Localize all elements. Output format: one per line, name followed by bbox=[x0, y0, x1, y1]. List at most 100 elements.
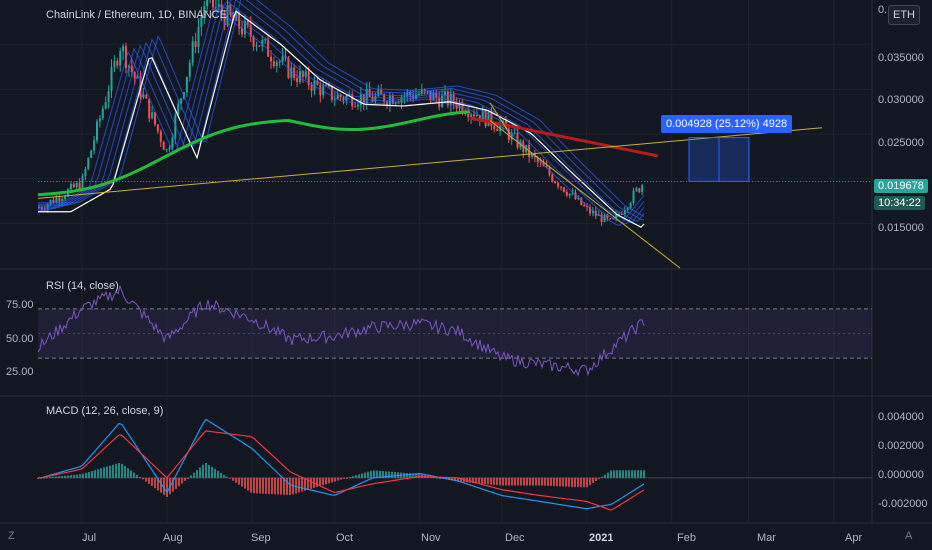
candles bbox=[38, 0, 644, 226]
macd-histogram-bar bbox=[514, 477, 516, 486]
candle-body bbox=[496, 129, 499, 132]
candle-body bbox=[200, 16, 203, 28]
trendline bbox=[489, 120, 681, 269]
candle-body bbox=[165, 149, 168, 151]
candle-body bbox=[151, 112, 154, 119]
price-tick: 0.025000 bbox=[878, 137, 924, 149]
macd-histogram-bar bbox=[232, 477, 234, 481]
macd-histogram-bar bbox=[52, 476, 54, 478]
trendline bbox=[37, 127, 823, 199]
candle-body bbox=[580, 197, 583, 205]
macd-histogram-bar bbox=[181, 477, 183, 484]
macd-histogram-bar bbox=[541, 477, 543, 486]
candle-body bbox=[330, 86, 333, 100]
macd-histogram-bar bbox=[328, 477, 330, 484]
macd-histogram-bar bbox=[496, 477, 498, 486]
ma-white-line bbox=[38, 10, 645, 228]
candle-body bbox=[252, 36, 255, 47]
macd-histogram-bar bbox=[157, 477, 159, 491]
candle-body bbox=[623, 210, 626, 215]
macd-histogram-bar bbox=[571, 477, 573, 487]
candle-body bbox=[177, 103, 180, 115]
candle-body bbox=[206, 0, 209, 7]
candle-body bbox=[342, 97, 345, 101]
macd-histogram-bar bbox=[412, 473, 414, 478]
macd-histogram-bar bbox=[223, 474, 225, 478]
candle-body bbox=[154, 112, 156, 125]
candle-body bbox=[441, 95, 444, 108]
macd-histogram-bar bbox=[631, 470, 633, 478]
candle-body bbox=[185, 76, 188, 93]
zoom-corner-button[interactable]: Z bbox=[8, 530, 15, 542]
macd-histogram-bar bbox=[319, 477, 321, 487]
candle-body bbox=[130, 65, 133, 72]
time-tick: Jul bbox=[82, 532, 97, 544]
candle-body bbox=[261, 40, 264, 47]
candle-body bbox=[589, 207, 591, 214]
macd-histogram-bar bbox=[439, 477, 441, 479]
candle-body bbox=[316, 80, 319, 85]
candle-body bbox=[397, 102, 400, 104]
macd-histogram-bar bbox=[217, 470, 219, 478]
macd-histogram-bar bbox=[277, 477, 279, 495]
macd-histogram-bar bbox=[547, 477, 549, 486]
rsi-title[interactable]: RSI (14, close) bbox=[46, 280, 119, 292]
macd-histogram-bar bbox=[118, 462, 120, 478]
macd-histogram-bar bbox=[604, 474, 606, 478]
macd-histogram-bar bbox=[565, 477, 567, 487]
macd-histogram-bar bbox=[238, 477, 240, 485]
macd-histogram-bar bbox=[559, 477, 561, 487]
currency-toggle[interactable]: ETH bbox=[888, 5, 920, 25]
macd-histogram-bar bbox=[256, 477, 258, 494]
macd-histogram-bar bbox=[283, 477, 285, 495]
candle-body bbox=[249, 25, 252, 37]
candle-body bbox=[226, 5, 229, 26]
macd-histogram-bar bbox=[316, 477, 318, 487]
macd-histogram-bar bbox=[82, 473, 84, 478]
candle-body bbox=[449, 93, 452, 106]
auto-scale-button[interactable]: A bbox=[905, 530, 913, 542]
macd-title[interactable]: MACD (12, 26, close, 9) bbox=[46, 405, 164, 417]
macd-histogram-bar bbox=[550, 477, 552, 486]
macd-histogram-bar bbox=[61, 475, 63, 478]
candle-body bbox=[638, 188, 641, 193]
candle-body bbox=[307, 71, 310, 86]
macd-histogram-bar bbox=[187, 477, 189, 479]
candle-body bbox=[52, 199, 55, 203]
macd-histogram-bar bbox=[304, 477, 306, 491]
candle-body bbox=[562, 187, 565, 192]
measure-tooltip[interactable]: 0.004928 (25.12%) 4928 bbox=[661, 115, 793, 133]
candle-body bbox=[635, 188, 638, 191]
candle-body bbox=[473, 114, 475, 117]
macd-histogram-bar bbox=[490, 477, 492, 485]
macd-histogram-bar bbox=[349, 477, 351, 479]
macd-histogram-bar bbox=[199, 467, 201, 478]
macd-histogram-bar bbox=[511, 477, 513, 486]
candle-body bbox=[554, 181, 557, 183]
macd-histogram-bar bbox=[529, 477, 531, 486]
candle-body bbox=[96, 121, 98, 141]
macd-histogram-bar bbox=[94, 470, 96, 478]
macd-histogram-bar bbox=[130, 470, 132, 478]
candle-body bbox=[58, 197, 61, 202]
rsi-line bbox=[37, 284, 645, 377]
symbol-title[interactable]: ChainLink / Ethereum, 1D, BINANCE bbox=[46, 9, 227, 21]
macd-histogram-bar bbox=[295, 477, 297, 494]
macd-histogram-bar bbox=[88, 471, 90, 478]
time-tick: Sep bbox=[251, 532, 271, 544]
macd-histogram-bar bbox=[568, 477, 570, 487]
candle-body bbox=[557, 182, 560, 187]
macd-histogram-bar bbox=[610, 470, 612, 478]
macd-histogram-bar bbox=[58, 476, 60, 478]
macd-histogram-bar bbox=[508, 477, 510, 486]
candle-body bbox=[513, 132, 516, 134]
candle-body bbox=[148, 98, 151, 119]
macd-histogram-bar bbox=[172, 477, 174, 492]
macd-histogram-bar bbox=[250, 477, 252, 493]
macd-histogram-bar bbox=[37, 477, 39, 479]
ma-ribbon-line bbox=[38, 0, 645, 222]
macd-histogram-bar bbox=[205, 463, 207, 478]
candle-body bbox=[171, 138, 174, 148]
